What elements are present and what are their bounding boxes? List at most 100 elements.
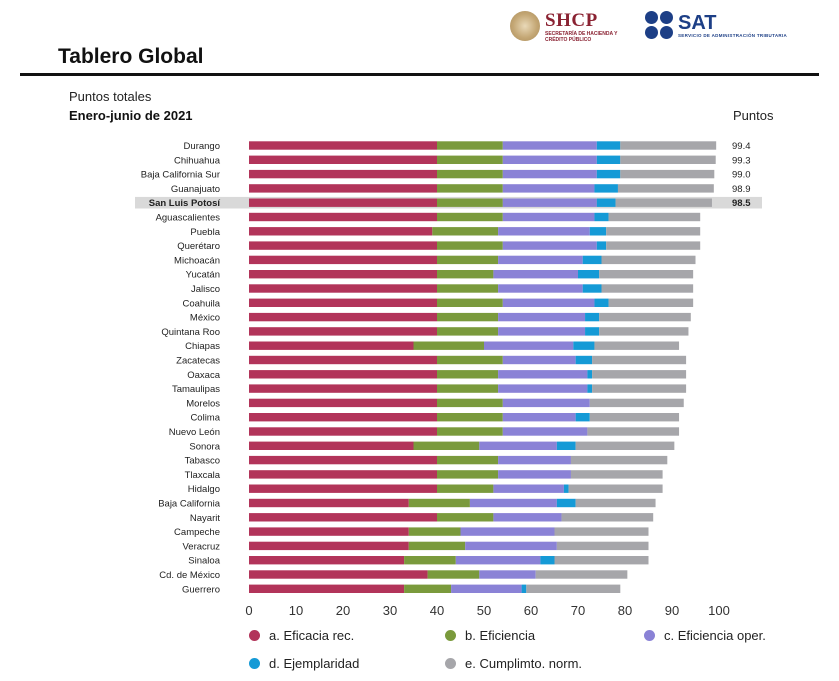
legend-dot-icon (249, 657, 260, 669)
bar-segment-b (437, 470, 499, 479)
bar-segment-b (437, 384, 499, 393)
chart-title: Enero-junio de 2021 (69, 108, 193, 123)
bar-segment-a (249, 169, 437, 179)
category-label: Tlaxcala (185, 470, 221, 481)
bar-segment-b (432, 227, 499, 236)
category-label: Guanajuato (171, 184, 220, 195)
x-tick-label: 80 (618, 603, 632, 618)
shcp-logo-name: SHCP (545, 10, 598, 31)
bar-segment-e (615, 198, 712, 207)
bar-segment-c (502, 398, 590, 408)
bar-segment-a (249, 570, 428, 579)
bar-segment-e (620, 169, 715, 179)
bar-segment-b (437, 184, 503, 193)
bar-segment-d (556, 441, 576, 450)
title-divider (20, 73, 819, 76)
bar-segment-c (502, 184, 595, 193)
bar-segment-e (592, 384, 687, 393)
bar-segment-d (578, 270, 600, 279)
bar-segment-b (437, 198, 503, 207)
bar-segment-b (437, 212, 503, 222)
bar-segment-b (437, 169, 503, 179)
x-tick-label: 50 (477, 603, 491, 618)
bar-segment-d (596, 155, 621, 164)
bar-segment-a (249, 298, 437, 307)
bar-segment-c (498, 384, 588, 393)
category-label: Michoacán (174, 255, 220, 266)
bar-segment-d (594, 212, 609, 222)
bar-segment-b (437, 427, 503, 436)
bar-segment-c (502, 298, 595, 307)
bar-segment-c (469, 498, 557, 508)
bar-segment-e (526, 584, 621, 593)
bar-segment-d (596, 241, 607, 250)
bar-segment-a (249, 413, 437, 422)
bar-segment-d (563, 484, 569, 493)
bar-segment-a (249, 241, 437, 250)
x-tick-label: 0 (245, 603, 252, 618)
bar-segment-e (535, 570, 628, 579)
bar-segment-d (575, 413, 590, 422)
bar-segment-c (502, 427, 588, 436)
category-label: Coahuila (183, 298, 221, 309)
bar-segment-d (582, 255, 602, 265)
legend-label: d. Ejemplaridad (269, 655, 360, 671)
bar-segment-a (249, 527, 409, 536)
bar-segment-e (601, 255, 696, 265)
legend-label: a. Eficacia rec. (269, 627, 355, 643)
legend-label: b. Eficiencia (465, 627, 536, 643)
bar-segment-a (249, 384, 437, 393)
category-label: Chiapas (185, 341, 220, 352)
bar-segment-e (620, 141, 717, 150)
category-label: Cd. de México (159, 570, 220, 581)
category-label: Sinaloa (188, 556, 220, 567)
bar-segment-b (408, 498, 470, 508)
bar-segment-e (568, 484, 663, 493)
legend-dot-icon (445, 629, 456, 641)
chart-subtitle: Puntos totales (69, 89, 152, 104)
bar-segment-a (249, 513, 437, 522)
legend-item-d: d. Ejemplaridad (249, 655, 359, 671)
bar-segment-b (437, 255, 499, 265)
bar-segment-e (599, 270, 694, 279)
bar-segment-c (502, 169, 597, 179)
bar-segment-e (561, 513, 654, 522)
legend-label: e. Cumplimto. norm. (465, 655, 583, 671)
category-label: Querétaro (177, 241, 220, 252)
bar-segment-d (575, 355, 593, 365)
bar-segment-b (437, 298, 503, 307)
bar-segment-d (573, 341, 595, 350)
bar-segment-d (594, 298, 609, 307)
category-label: Guerrero (182, 584, 220, 595)
sat-logo: SAT SERVICIO DE ADMINISTRACIÓN TRIBUTARI… (645, 10, 795, 42)
total-value-label: 98.5 (732, 198, 751, 209)
bar-segment-a (249, 556, 405, 565)
category-label: Zacatecas (176, 356, 220, 367)
category-label: Veracruz (183, 541, 221, 552)
category-label: México (190, 313, 220, 324)
sat-logo-subtitle: SERVICIO DE ADMINISTRACIÓN TRIBUTARIA (678, 33, 788, 38)
category-label: Nuevo León (169, 427, 220, 438)
bar-segment-c (502, 198, 597, 207)
category-label: Morelos (186, 398, 220, 409)
bar-segment-b (437, 370, 499, 379)
bar-segment-e (570, 455, 668, 465)
bar-segment-e (606, 241, 701, 250)
bar-segment-c (502, 155, 597, 164)
bar-segment-b (437, 398, 503, 408)
bar-segment-e (587, 427, 680, 436)
category-label: Jalisco (191, 284, 220, 295)
bar-segment-a (249, 441, 414, 450)
category-label: Colima (190, 413, 220, 424)
category-label: Baja California Sur (141, 170, 220, 181)
legend-dot-icon (249, 629, 260, 641)
bar-segment-e (620, 155, 716, 164)
bar-segment-c (502, 212, 595, 222)
bar-segment-e (556, 541, 649, 551)
bar-segment-a (249, 398, 437, 408)
bar-segment-a (249, 355, 437, 365)
bar-segment-e (608, 298, 694, 307)
bar-segment-c (451, 584, 522, 593)
bar-segment-c (484, 341, 574, 350)
